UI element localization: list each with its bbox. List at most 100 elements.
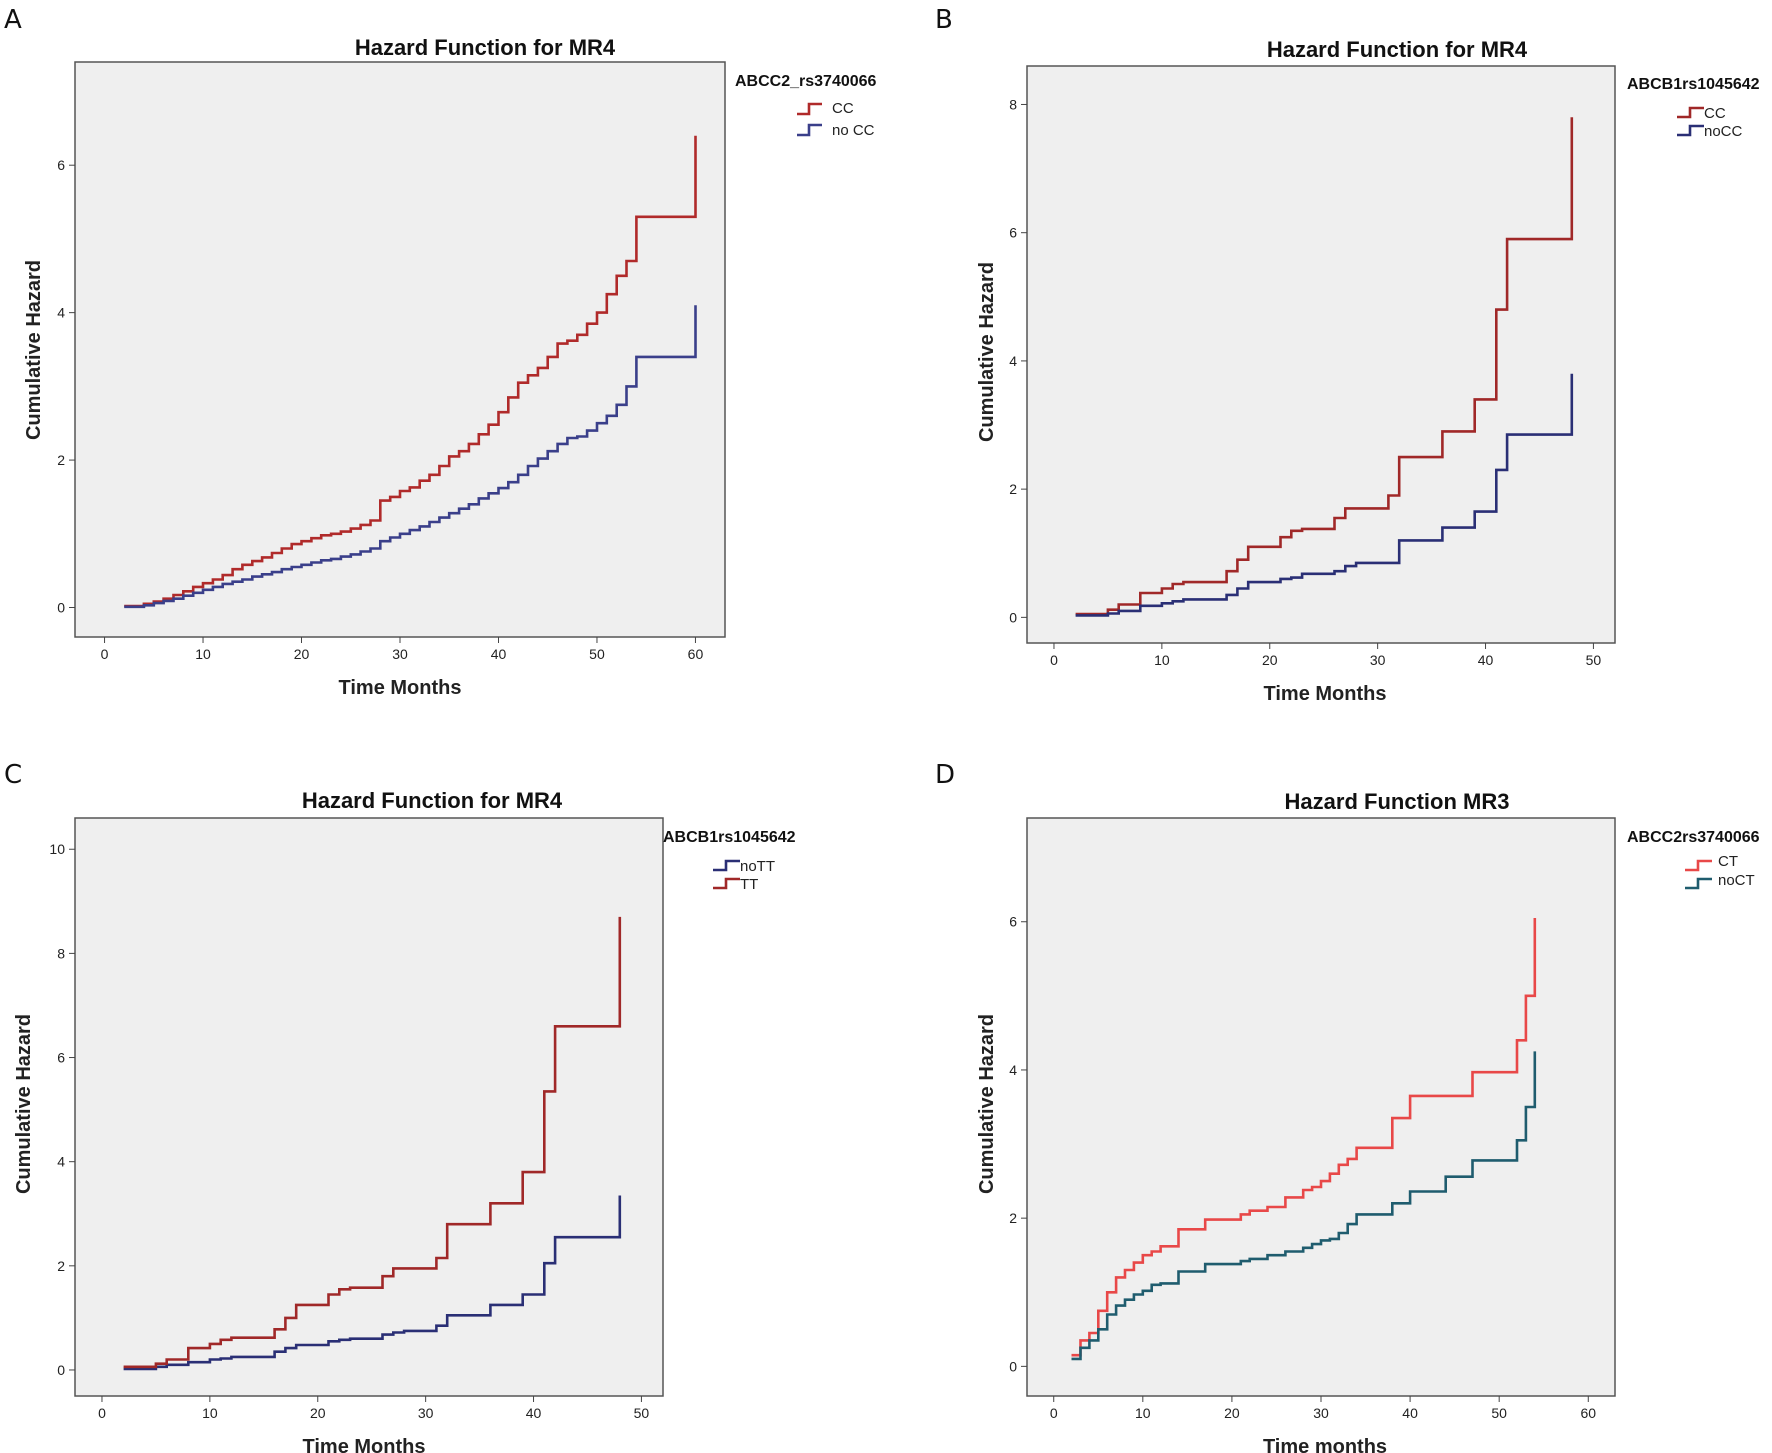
- series-line-ct: [1071, 918, 1537, 1357]
- panel-c: C Hazard Function for MR4 0 10 20 30 40 50 0 2 4…: [4, 760, 796, 1453]
- panel-b: B Hazard Function for MR4 0 10 20 30 40 50 0 2 4…: [935, 5, 1760, 705]
- x-tick-label: 40: [1402, 1405, 1418, 1421]
- y-tick-label: 2: [1009, 481, 1017, 497]
- y-tick-label: 4: [1009, 1062, 1017, 1078]
- series-layer: [123, 916, 622, 1371]
- legend-swatch-tt: [713, 877, 740, 890]
- y-tick-label: 10: [49, 841, 65, 857]
- x-tick-label: 20: [1262, 652, 1278, 668]
- x-tick-label: 0: [101, 646, 109, 662]
- series-layer: [1075, 117, 1574, 617]
- legend-swatch-cc: [1677, 106, 1704, 119]
- x-tick-label: 10: [195, 646, 211, 662]
- x-tick-label: 50: [1586, 652, 1602, 668]
- panel-letter-c: C: [4, 760, 22, 790]
- x-tick-label: 30: [392, 646, 408, 662]
- legend-swatch-no-tt: [713, 859, 740, 872]
- panel-a: A Hazard Function for MR4 0 10 20 30 40 50 60 0…: [4, 5, 877, 699]
- legend-label-cc: CC: [832, 100, 854, 117]
- x-tick-label: 40: [491, 646, 507, 662]
- legend-swatch-no-ct: [1685, 877, 1712, 890]
- y-tick-label: 2: [1009, 1210, 1017, 1226]
- axis-ticks: 0 10 20 30 40 50 0 2 4 6 8 10: [49, 841, 649, 1421]
- series-line-no-ct: [1071, 1051, 1537, 1361]
- legend-swatch-no-cc: [1677, 124, 1704, 137]
- y-tick-label: 6: [1009, 225, 1017, 241]
- plot-area: [1026, 65, 1616, 644]
- y-tick-label: 4: [57, 1154, 65, 1170]
- chart-title: Hazard Function for MR4: [355, 35, 616, 60]
- x-tick-label: 10: [202, 1405, 218, 1421]
- x-axis-label: Time months: [1263, 1436, 1387, 1453]
- chart-title: Hazard Function MR3: [1285, 789, 1510, 814]
- y-tick-label: 0: [57, 1362, 65, 1378]
- x-tick-label: 50: [589, 646, 605, 662]
- legend-swatch-ct: [1685, 859, 1712, 872]
- chart-title: Hazard Function for MR4: [302, 788, 563, 813]
- legend-label-no-cc: noCC: [1704, 123, 1743, 140]
- series-line-no-cc: [1075, 373, 1574, 617]
- legend-label-ct: CT: [1718, 853, 1738, 870]
- series-line-no-tt: [123, 1195, 622, 1371]
- legend-label-cc: CC: [1704, 105, 1726, 122]
- y-tick-label: 6: [1009, 914, 1017, 930]
- legend-label-tt: TT: [740, 876, 758, 893]
- y-tick-label: 0: [1009, 609, 1017, 625]
- legend: ABCC2rs3740066 CT noCT: [1627, 829, 1760, 890]
- series-layer: [1071, 918, 1537, 1361]
- y-tick-label: 6: [57, 157, 65, 173]
- series-line-cc: [124, 135, 697, 608]
- x-tick-label: 0: [98, 1405, 106, 1421]
- y-axis-label: Cumulative Hazard: [13, 1014, 35, 1194]
- x-axis-label: Time Months: [303, 1436, 426, 1453]
- legend-swatch-cc: [797, 102, 822, 116]
- x-tick-label: 20: [294, 646, 310, 662]
- legend-title: ABCC2rs3740066: [1627, 829, 1760, 846]
- plot-area: [74, 817, 664, 1397]
- legend-title: ABCB1rs1045642: [663, 829, 796, 846]
- y-tick-label: 0: [1009, 1358, 1017, 1374]
- x-tick-label: 0: [1050, 652, 1058, 668]
- x-tick-label: 60: [688, 646, 704, 662]
- y-tick-label: 8: [57, 945, 65, 961]
- x-tick-label: 30: [1370, 652, 1386, 668]
- panel-letter-b: B: [935, 5, 953, 35]
- x-axis-label: Time Months: [1264, 683, 1387, 705]
- legend: ABCB1rs1045642 noTT TT: [663, 829, 796, 893]
- legend-label-no-tt: noTT: [740, 858, 775, 875]
- y-axis-label: Cumulative Hazard: [23, 260, 45, 440]
- x-tick-label: 20: [310, 1405, 326, 1421]
- axis-ticks: 0 10 20 30 40 50 0 2 4 6 8: [1009, 96, 1601, 668]
- legend: ABCB1rs1045642 CC noCC: [1627, 76, 1760, 140]
- legend: ABCC2_rs3740066 CC no CC: [735, 73, 877, 139]
- chart-title: Hazard Function for MR4: [1267, 37, 1528, 62]
- x-tick-label: 10: [1135, 1405, 1151, 1421]
- x-tick-label: 40: [1478, 652, 1494, 668]
- x-tick-label: 10: [1154, 652, 1170, 668]
- x-tick-label: 30: [418, 1405, 434, 1421]
- legend-title: ABCC2_rs3740066: [735, 73, 877, 90]
- legend-label-no-ct: noCT: [1718, 872, 1755, 889]
- axis-ticks: 0 10 20 30 40 50 60 0 2 4 6: [1009, 914, 1596, 1421]
- y-axis-label: Cumulative Hazard: [976, 262, 998, 442]
- legend-label-no-cc: no CC: [832, 122, 875, 139]
- x-tick-label: 50: [634, 1405, 650, 1421]
- y-tick-label: 8: [1009, 96, 1017, 112]
- x-tick-label: 60: [1580, 1405, 1596, 1421]
- legend-swatch-no-cc: [797, 123, 822, 137]
- panel-letter-d: D: [935, 760, 955, 790]
- y-tick-label: 6: [57, 1050, 65, 1066]
- plot-area: [74, 61, 726, 638]
- x-tick-label: 30: [1313, 1405, 1329, 1421]
- series-line-no-cc: [124, 305, 697, 609]
- x-tick-label: 20: [1224, 1405, 1240, 1421]
- y-tick-label: 2: [57, 452, 65, 468]
- y-tick-label: 0: [57, 600, 65, 616]
- y-tick-label: 4: [1009, 353, 1017, 369]
- x-axis-label: Time Months: [339, 677, 462, 699]
- series-line-tt: [123, 916, 622, 1369]
- y-axis-label: Cumulative Hazard: [976, 1014, 998, 1194]
- panel-letter-a: A: [4, 5, 22, 35]
- axis-ticks: 0 10 20 30 40 50 60 0 2 4 6: [57, 157, 703, 662]
